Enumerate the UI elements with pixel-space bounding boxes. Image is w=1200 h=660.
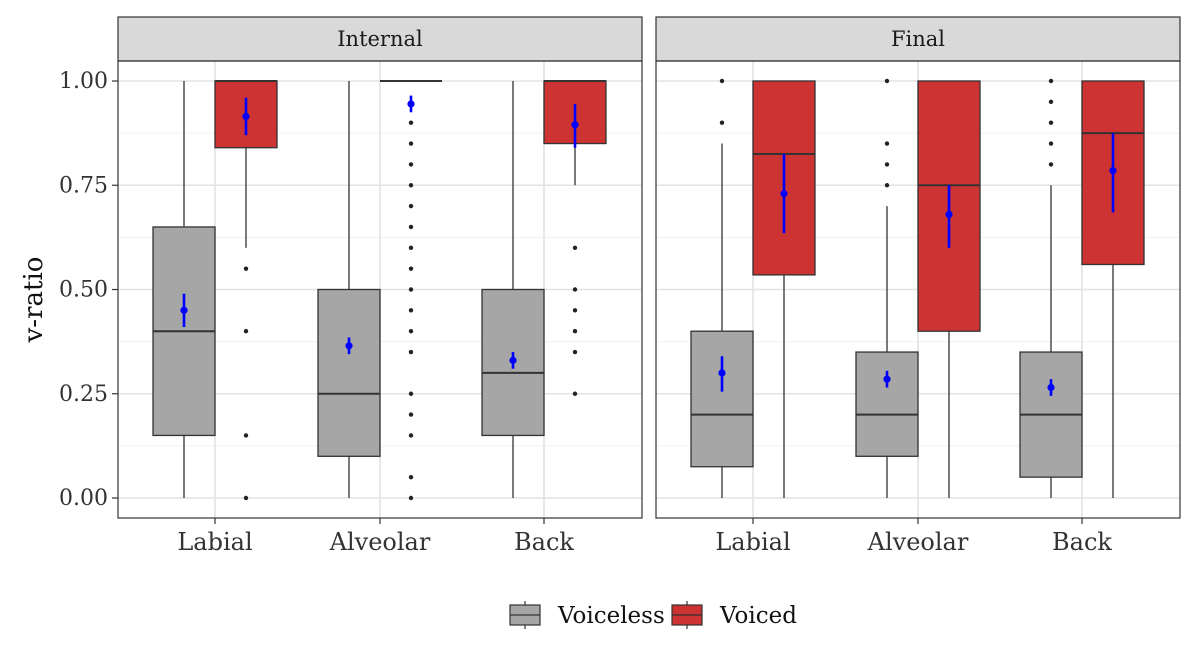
mean-point-internal-back-voiced	[571, 121, 579, 129]
y-tick-label: 0.75	[59, 173, 108, 198]
outlier-point-internal-alveolar-voiced	[408, 308, 414, 313]
outlier-point-internal-alveolar-voiced	[408, 474, 414, 480]
mean-point-final-alveolar-voiceless	[883, 375, 891, 383]
outlier-point-final-alveolar-voiceless	[884, 183, 890, 188]
facet-label-final: Final	[891, 27, 945, 51]
mean-point-internal-labial-voiceless	[180, 306, 188, 314]
outlier-point-internal-alveolar-voiced	[408, 203, 414, 209]
box-final-alveolar-voiceless	[855, 351, 919, 457]
legend: Voiceless Voiced	[509, 601, 797, 629]
outlier-point-internal-alveolar-voiced	[408, 433, 414, 438]
x-tick-label-back: Back	[1052, 528, 1112, 556]
x-tick-label-labial: Labial	[177, 528, 252, 556]
x-tick-label-alveolar: Alveolar	[329, 528, 431, 556]
x-tick-label-labial: Labial	[715, 528, 790, 556]
outlier-point-internal-alveolar-voiced	[408, 266, 414, 271]
outlier-point-internal-alveolar-voiced	[408, 329, 414, 334]
outlier-point-final-alveolar-voiceless	[884, 78, 890, 84]
outlier-point-internal-alveolar-voiced	[408, 349, 414, 355]
outlier-point-internal-alveolar-voiced	[408, 162, 414, 167]
mean-point-internal-alveolar-voiced	[407, 100, 415, 108]
outlier-point-internal-labial-voiced	[243, 433, 249, 438]
mean-point-internal-labial-voiced	[242, 112, 250, 121]
facet-strip-final	[655, 16, 1181, 62]
outlier-point-internal-alveolar-voiced	[408, 412, 414, 417]
outlier-point-internal-alveolar-voiced	[408, 245, 414, 250]
outlier-point-final-back-voiceless	[1048, 120, 1054, 125]
facet-label-internal: Internal	[337, 27, 423, 51]
box-final-labial-voiceless	[690, 330, 754, 468]
outlier-point-internal-labial-voiced	[243, 329, 249, 334]
mean-point-internal-alveolar-voiceless	[345, 342, 353, 350]
outlier-point-internal-back-voiced	[572, 308, 578, 313]
y-tick-label: 1.00	[59, 69, 108, 94]
mean-point-final-labial-voiced	[780, 189, 788, 198]
outlier-point-final-back-voiceless	[1048, 162, 1054, 167]
mean-point-final-back-voiceless	[1047, 383, 1055, 392]
outlier-point-internal-alveolar-voiced	[408, 391, 414, 396]
outlier-point-internal-labial-voiced	[243, 495, 249, 501]
outlier-point-final-alveolar-voiceless	[884, 141, 890, 146]
outlier-point-internal-back-voiced	[572, 287, 578, 292]
legend-label-voiceless: Voiceless	[557, 603, 665, 629]
outlier-point-internal-labial-voiced	[243, 266, 249, 271]
mean-point-final-labial-voiceless	[718, 369, 726, 377]
outlier-point-final-labial-voiceless	[719, 78, 725, 84]
facet-strip-internal	[117, 16, 643, 62]
outlier-point-internal-alveolar-voiced	[408, 183, 414, 188]
outlier-point-internal-alveolar-voiced	[408, 141, 414, 146]
outlier-point-final-alveolar-voiceless	[884, 162, 890, 167]
outlier-point-internal-back-voiced	[572, 245, 578, 250]
y-axis-title: v-ratio	[19, 257, 49, 344]
box-internal-alveolar-voiceless	[317, 288, 381, 457]
outlier-point-internal-back-voiced	[572, 391, 578, 396]
outlier-point-final-labial-voiceless	[719, 120, 725, 125]
outlier-point-final-back-voiceless	[1048, 141, 1054, 146]
outlier-point-internal-alveolar-voiced	[408, 224, 414, 230]
y-tick-label: 0.25	[59, 382, 108, 407]
mean-point-internal-back-voiceless	[509, 356, 517, 364]
outlier-point-internal-alveolar-voiced	[408, 120, 414, 125]
outlier-point-internal-alveolar-voiced	[408, 495, 414, 501]
outlier-point-final-back-voiceless	[1048, 78, 1054, 84]
mean-point-final-back-voiced	[1109, 167, 1117, 175]
mean-point-final-alveolar-voiced	[945, 210, 953, 219]
legend-label-voiced: Voiced	[719, 603, 797, 629]
outlier-point-internal-back-voiced	[572, 349, 578, 355]
outlier-point-internal-back-voiced	[572, 329, 578, 334]
outlier-point-internal-alveolar-voiced	[408, 287, 414, 292]
x-tick-label-alveolar: Alveolar	[867, 528, 969, 556]
x-tick-label-back: Back	[514, 528, 574, 556]
y-tick-label: 0.00	[59, 486, 108, 511]
y-tick-label: 0.50	[59, 278, 108, 303]
outlier-point-final-back-voiceless	[1048, 99, 1054, 105]
